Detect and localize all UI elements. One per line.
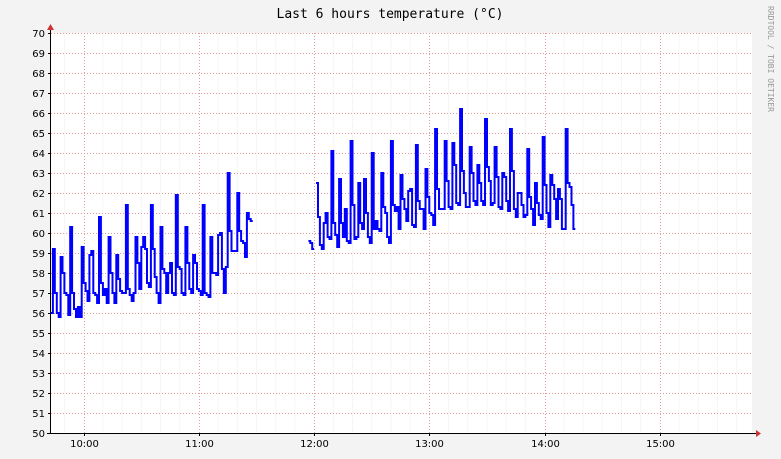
x-tick-label: 12:00 (300, 439, 329, 450)
axes (47, 24, 761, 437)
y-axis-arrow (47, 24, 54, 30)
y-tick-label: 53 (32, 369, 45, 380)
y-tick-label: 69 (32, 49, 45, 60)
x-axis-arrow (756, 430, 761, 437)
y-tick-label: 59 (32, 249, 45, 260)
y-tick-label: 63 (32, 169, 45, 180)
series-line (51, 172, 253, 318)
y-tick-label: 61 (32, 209, 45, 220)
y-axis-labels: 50 51 52 53 54 55 56 57 58 59 60 61 62 63 64 65 66 67 68 69… (32, 29, 45, 440)
chart-title: Last 6 hours temperature (°C) (277, 7, 504, 22)
y-tick-label: 66 (32, 109, 45, 120)
x-tick-label: 13:00 (415, 439, 444, 450)
y-tick-label: 67 (32, 89, 45, 100)
x-tick-label: 10:00 (70, 439, 99, 450)
series-line (308, 240, 315, 250)
y-tick-label: 52 (32, 389, 45, 400)
y-tick-label: 56 (32, 309, 45, 320)
y-tick-label: 58 (32, 269, 45, 280)
y-tick-label: 64 (32, 149, 45, 160)
y-tick-label: 62 (32, 189, 45, 200)
y-tick-label: 55 (32, 329, 45, 340)
x-tick-label: 14:00 (531, 439, 560, 450)
y-tick-label: 50 (32, 429, 45, 440)
x-axis-labels: 10:00 11:00 12:00 13:00 14:00 15:00 (70, 439, 675, 450)
y-tick-label: 54 (32, 349, 45, 360)
y-tick-label: 68 (32, 69, 45, 80)
y-tick-label: 70 (32, 29, 45, 40)
rrdtool-watermark: RRDTOOL / TOBI OETIKER (766, 6, 775, 112)
y-tick-label: 65 (32, 129, 45, 140)
major-grid (48, 33, 752, 436)
series-layer (51, 108, 576, 318)
y-tick-label: 51 (32, 409, 45, 420)
y-tick-label: 60 (32, 229, 45, 240)
x-tick-label: 11:00 (185, 439, 214, 450)
x-tick-label: 15:00 (646, 439, 675, 450)
y-tick-label: 57 (32, 289, 45, 300)
series-line (316, 108, 576, 250)
plot-canvas (51, 33, 752, 433)
